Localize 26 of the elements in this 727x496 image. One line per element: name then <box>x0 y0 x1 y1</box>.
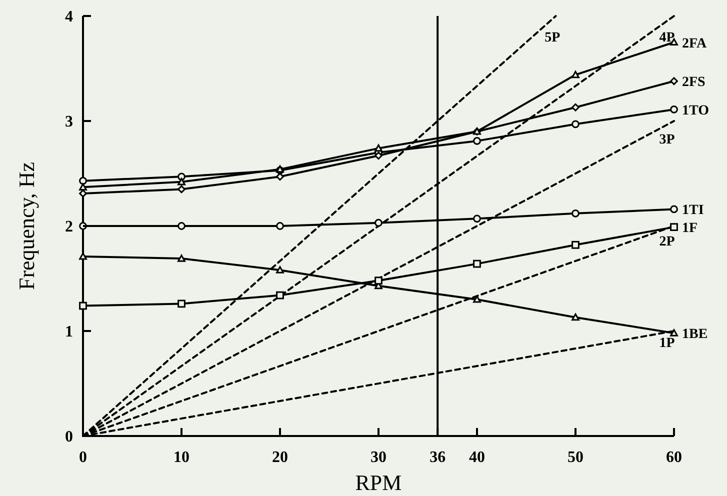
series-label: 1TI <box>682 203 704 218</box>
series-label: 5P <box>544 30 561 46</box>
series-label: 1P <box>659 336 676 352</box>
y-tick-label: 2 <box>65 218 73 236</box>
series-label: 2FA <box>682 36 708 52</box>
x-tick-label: 20 <box>272 449 288 466</box>
series-label: 4P <box>659 30 676 46</box>
series-label: 1TO <box>682 103 710 118</box>
y-tick-label: 3 <box>65 114 73 131</box>
y-tick-label: 0 <box>65 428 73 446</box>
x-tick-label: 36 <box>430 449 446 466</box>
series-label: 2FS <box>682 75 706 90</box>
x-tick-label: 0 <box>79 449 87 466</box>
y-tick-label: 1 <box>65 324 73 341</box>
x-tick-label: 30 <box>370 449 386 466</box>
x-tick-label: 50 <box>568 449 584 466</box>
series-label: 1BE <box>682 327 708 342</box>
series-label: 2P <box>659 234 676 250</box>
x-tick-label: 60 <box>666 449 682 466</box>
y-axis-title: Frequency, Hz <box>14 162 39 290</box>
x-axis-title: RPM <box>355 470 402 495</box>
x-tick-label: 40 <box>469 449 485 466</box>
series-label: 1F <box>682 221 698 236</box>
x-tick-label: 10 <box>174 449 190 466</box>
series-label: 3P <box>659 132 676 148</box>
y-tick-label: 4 <box>65 8 73 26</box>
